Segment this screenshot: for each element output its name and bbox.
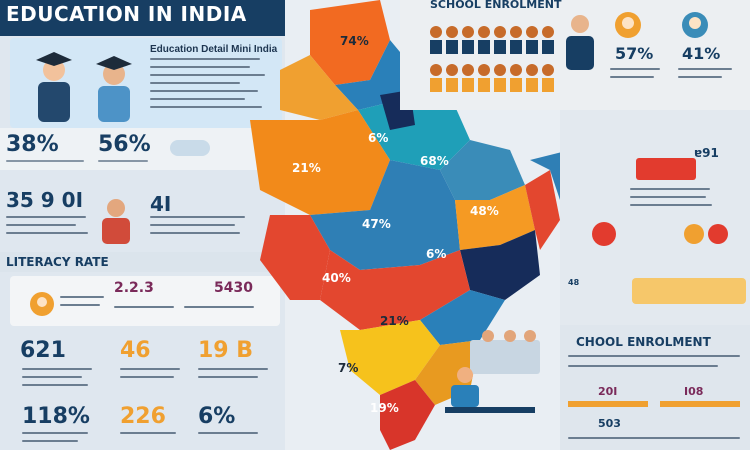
map-label-9: 21% <box>380 314 409 328</box>
bar-red-highlight <box>636 158 696 180</box>
title-bar: EDUCATION IN INDIA <box>0 0 285 36</box>
region-maharashtra <box>320 250 470 330</box>
logo-badge <box>170 140 210 156</box>
teacher-icon <box>102 199 130 244</box>
literacy-card <box>10 276 280 326</box>
literacy-title-band <box>0 252 285 272</box>
bottom-stat-2: 46 <box>120 338 151 363</box>
map-label-7: 6% <box>426 247 446 261</box>
person-avatar-icon <box>30 292 54 316</box>
enrolment-top-panel: SCHOOL ENROLMENT <box>400 0 750 110</box>
bottom-stat-1: 621 <box>20 338 66 363</box>
region-bengal <box>525 170 560 250</box>
enrolment-bottom-panel: CHOOL ENROLMENT 20I I08 503 <box>560 325 750 450</box>
bottom-stat-6: 6% <box>198 404 236 429</box>
stat-41: 4I <box>150 192 172 216</box>
map-label-6: 47% <box>362 217 391 231</box>
bottom-stat-3: 19 B <box>198 338 254 363</box>
literacy-value-b: 5430 <box>214 280 253 296</box>
right-mid-value: 48 <box>568 278 580 287</box>
enrolment-value-3: 503 <box>598 417 621 430</box>
bar-orange-2 <box>660 401 740 407</box>
region-bihar <box>440 140 525 200</box>
region-rajasthan <box>250 110 390 215</box>
teacher-figure-icon <box>566 15 594 70</box>
avatar-circle-1 <box>615 12 641 38</box>
right-mid-label: ɐ91 <box>694 146 719 160</box>
region-punjab <box>280 55 358 120</box>
region-gujarat <box>260 215 330 300</box>
map-label-11: 19% <box>370 401 399 415</box>
avatar-circle-2 <box>682 12 708 38</box>
enrolment-top-title: SCHOOL ENROLMENT <box>430 0 562 11</box>
enrolment-value-2: I08 <box>684 385 704 398</box>
left-column: EDUCATION IN INDIA Education Detail Mini… <box>0 0 285 450</box>
hero-subtitle: Education Detail Mini India <box>150 44 278 55</box>
region-east-orange <box>455 185 535 250</box>
map-label-5: 48% <box>470 204 499 218</box>
info-bar <box>632 278 746 304</box>
map-label-10: 7% <box>338 361 358 375</box>
map-label-8: 40% <box>322 271 351 285</box>
right-mid-panel: ɐ91 48 <box>560 110 750 325</box>
students-rows-illustration <box>430 26 554 92</box>
enrolment-pct-1: 57% <box>615 44 654 63</box>
stat-56: 56% <box>98 132 151 157</box>
region-odisha <box>460 230 540 300</box>
stat-38: 38% <box>6 132 59 157</box>
region-kashmir <box>310 0 390 85</box>
map-label-1: 74% <box>340 34 369 48</box>
desk-student-illustration <box>445 367 535 413</box>
bar-orange-1 <box>568 401 648 407</box>
bottom-stat-5: 226 <box>120 404 166 429</box>
enrolment-value-1: 20I <box>598 385 618 398</box>
literacy-title: LITERACY RATE <box>6 255 109 269</box>
region-tamil <box>380 380 435 450</box>
india-map: 74% 6% 68% 21% 48% 47% 6% 40% 21% 7% 19% <box>240 0 620 450</box>
graduates-illustration <box>36 52 132 122</box>
region-telangana <box>420 290 505 345</box>
enrolment-bottom-title: CHOOL ENROLMENT <box>576 335 711 349</box>
page-title: EDUCATION IN INDIA <box>6 2 247 26</box>
stat-band: 38% 56% <box>0 128 285 170</box>
enrolment-pct-2: 41% <box>682 44 721 63</box>
stat-359: 35 9 0I <box>6 188 84 212</box>
map-label-2: 6% <box>368 131 388 145</box>
literacy-value-a: 2.2.3 <box>114 280 154 296</box>
region-madhya <box>310 160 460 270</box>
icons-row <box>592 222 728 246</box>
map-label-3: 68% <box>420 154 449 168</box>
student-left-figure <box>36 52 72 122</box>
student-right-figure <box>96 56 132 122</box>
classroom-illustration <box>470 330 540 374</box>
map-label-4: 21% <box>292 161 321 175</box>
region-karnataka <box>340 320 440 395</box>
bottom-stat-4: 118% <box>22 404 90 429</box>
